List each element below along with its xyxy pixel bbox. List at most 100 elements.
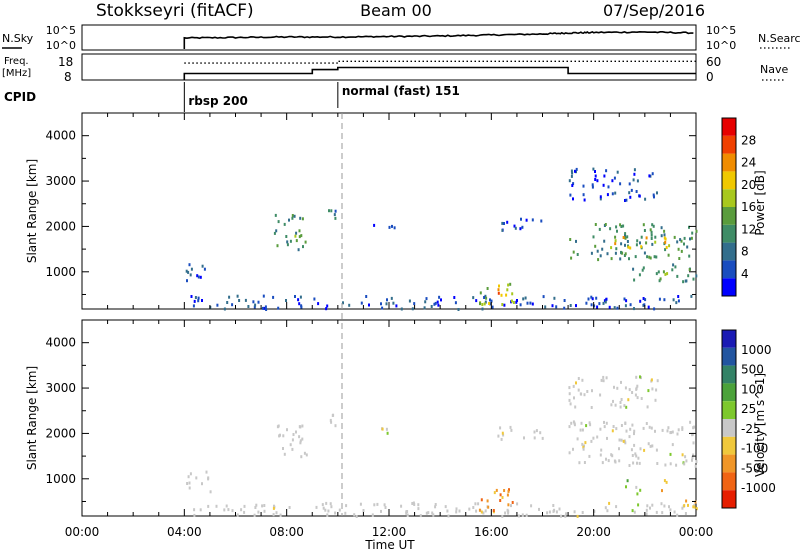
power-cell <box>599 195 602 199</box>
velocity-cell <box>622 439 625 443</box>
velocity-cell <box>684 455 687 459</box>
velocity-cell <box>276 425 279 429</box>
velocity-cell <box>493 491 496 495</box>
power-cell <box>654 240 657 244</box>
power-cell <box>642 266 645 270</box>
velocity-cell <box>620 438 623 442</box>
velocity-cell <box>301 437 304 441</box>
power-cell <box>563 299 566 302</box>
velocity-cell <box>669 452 672 456</box>
y-tick-label: 4000 <box>45 336 76 350</box>
power-cell <box>652 224 655 228</box>
power-cell <box>400 307 403 311</box>
power-cell <box>572 182 575 186</box>
velocity-cell <box>628 388 631 392</box>
power-cell <box>602 183 605 187</box>
power-cell <box>635 243 638 247</box>
power-cell <box>657 270 660 274</box>
power-cell <box>380 302 382 306</box>
colorbar-tick-label: 500 <box>741 363 764 377</box>
velocity-cell <box>359 502 362 506</box>
velocity-cell <box>616 386 619 390</box>
power-cell <box>485 296 488 300</box>
velocity-cell <box>636 492 639 496</box>
colorbar-tick-label: 28 <box>741 133 756 147</box>
velocity-cell <box>601 461 604 465</box>
power-cell <box>673 235 676 239</box>
power-cell <box>643 251 646 255</box>
velocity-cell <box>419 514 422 518</box>
power-cell <box>286 243 289 247</box>
beam-title: Beam 00 <box>360 1 432 20</box>
velocity-cell <box>612 399 614 403</box>
power-cell <box>433 302 436 306</box>
velocity-cell <box>533 430 536 434</box>
power-cell <box>591 185 594 189</box>
velocity-cell <box>665 480 668 484</box>
velocity-cell <box>568 386 571 390</box>
y-tick-label: 2000 <box>45 219 76 233</box>
power-cell <box>610 257 613 261</box>
velocity-cell <box>611 429 614 433</box>
power-cell <box>299 216 302 220</box>
velocity-cell <box>639 447 642 451</box>
power-cell <box>365 295 368 298</box>
power-cell <box>388 225 391 229</box>
velocity-cell <box>633 432 635 436</box>
power-colorbar-label: Power [dB] <box>753 170 767 235</box>
power-cell <box>624 243 626 247</box>
colorbar-segment <box>722 153 736 172</box>
velocity-cell <box>300 455 303 459</box>
power-cell <box>622 236 625 239</box>
velocity-cell <box>629 427 632 431</box>
velocity-cell <box>381 427 384 431</box>
power-cell <box>291 216 294 220</box>
power-cell <box>651 223 654 227</box>
velocity-cell <box>639 488 642 492</box>
velocity-cell <box>632 461 635 465</box>
velocity-cell <box>589 423 592 427</box>
velocity-cell <box>286 428 288 432</box>
power-cell <box>411 307 414 311</box>
velocity-cell <box>600 448 603 452</box>
velocity-cell <box>502 433 505 437</box>
velocity-cell <box>684 512 687 515</box>
power-cell <box>596 305 599 309</box>
velocity-cell <box>602 375 605 379</box>
power-cell <box>438 295 441 299</box>
power-cell <box>678 257 681 260</box>
power-colorbar: 4 8 12 16 20 24 28 <box>721 117 756 297</box>
velocity-cell <box>580 421 583 425</box>
power-cell <box>615 225 618 229</box>
y-tick-label: 3000 <box>45 174 76 188</box>
velocity-cell <box>591 389 593 393</box>
power-cell <box>683 242 685 246</box>
power-cell <box>425 297 428 301</box>
power-cell <box>194 296 197 299</box>
velocity-cell <box>575 381 577 385</box>
colorbar-segment <box>722 171 736 190</box>
colorbar-segment <box>722 365 736 384</box>
velocity-cell <box>630 448 633 452</box>
power-cell <box>624 304 627 308</box>
power-cell <box>614 239 617 243</box>
power-cell <box>503 222 505 225</box>
velocity-cell <box>188 481 191 485</box>
power-cell <box>675 301 678 305</box>
velocity-cell <box>345 504 348 508</box>
power-cell <box>650 237 653 240</box>
power-cell <box>288 218 290 222</box>
velocity-cell <box>625 485 627 489</box>
power-cell <box>594 178 597 181</box>
velocity-cell <box>687 503 689 507</box>
noise-right-tick-top: 10^5 <box>706 24 736 37</box>
power-cell <box>360 301 363 305</box>
power-cell <box>602 301 605 305</box>
velocity-cell <box>568 451 571 455</box>
power-cell <box>662 270 665 274</box>
power-cell <box>483 296 486 299</box>
power-cell <box>603 174 606 178</box>
power-cell <box>522 297 525 301</box>
power-cell <box>639 241 641 245</box>
colorbar-tick-label: 25 <box>741 402 756 416</box>
